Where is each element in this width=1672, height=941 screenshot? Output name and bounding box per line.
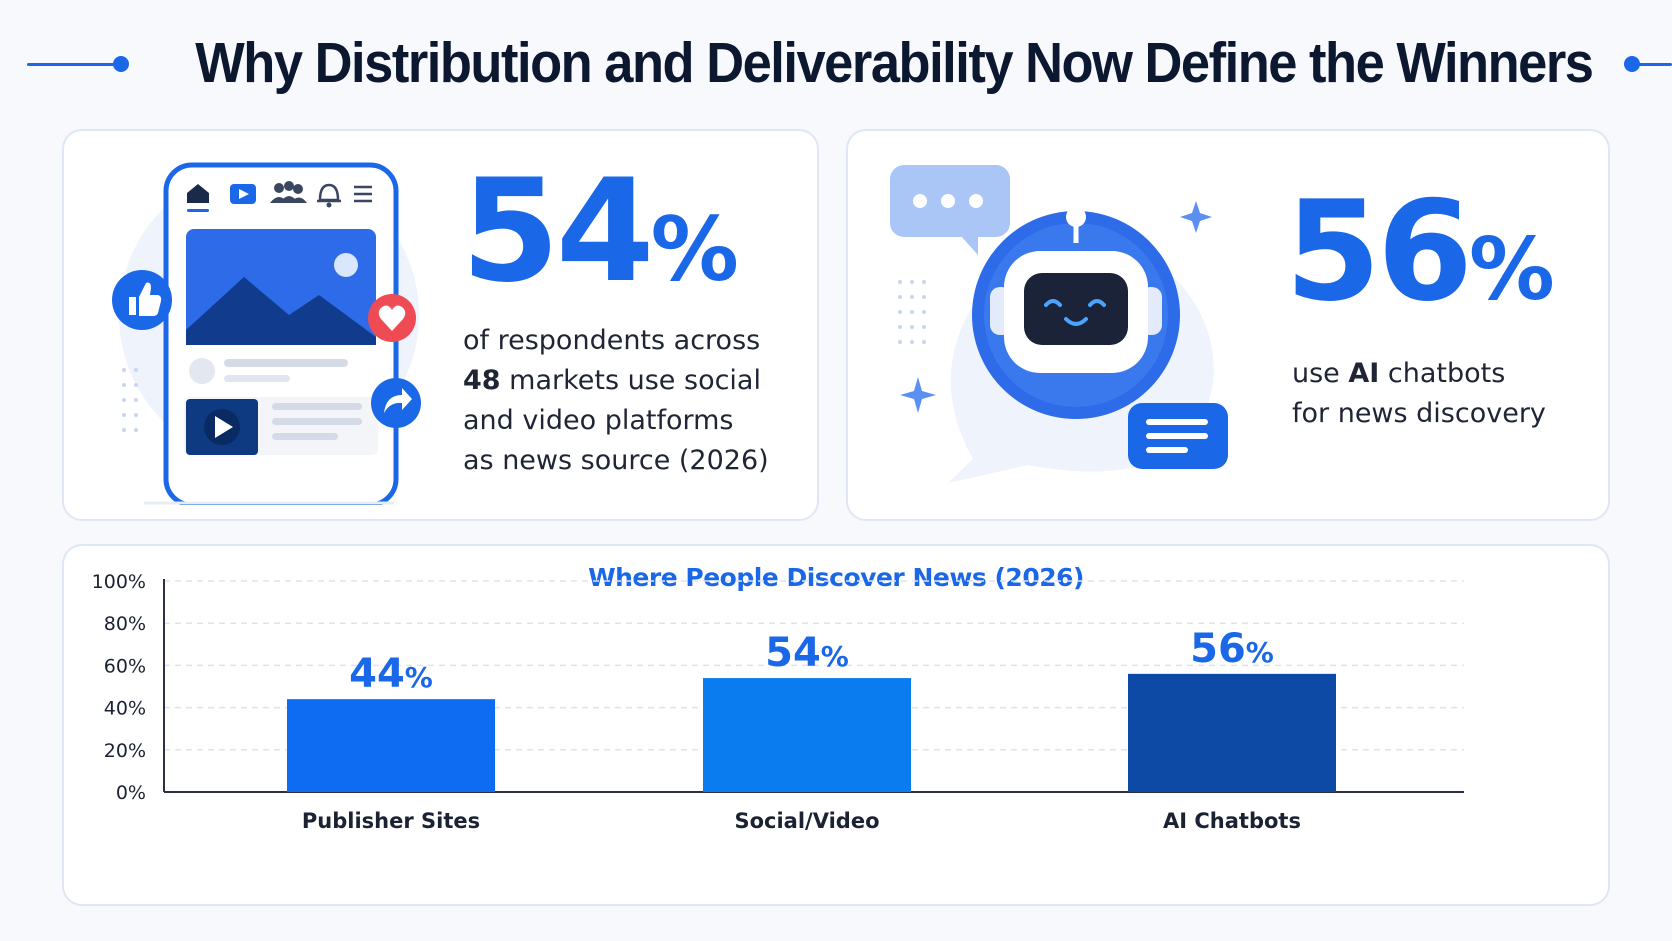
ai-stat-description: use AI chatbots for news discovery [1292,358,1546,429]
ai-stat-value: 56% [1285,171,1555,332]
bell-icon [317,183,341,208]
bar-value-label: 54% [765,630,849,676]
title-dot-left [113,56,129,72]
chart-title: Where People Discover News (2026) [588,563,1084,592]
ai-robot-illustration [890,165,1228,483]
title-row: Why Distribution and Deliverability Now … [0,22,1672,106]
bar-2 [1128,673,1336,792]
home-icon [187,184,209,203]
video-tab-icon [230,184,256,204]
social-stat-description: of respondents across 48 markets use soc… [463,325,769,476]
bar-1 [703,678,911,792]
like-icon [112,270,172,330]
social-phone-illustration [112,162,421,505]
page-title: Why Distribution and Deliverability Now … [195,31,1594,95]
title-rule-left [27,63,121,66]
play-icon [186,399,258,455]
bar-chart: 0% 20% 40% 60% 80% 100% 44% Publisher Sites 54% S… [92,571,1464,833]
menu-icon [354,185,372,203]
social-stat-card: 54% of respondents across 48 markets use… [62,129,819,521]
y-tick-label: 80% [104,613,146,635]
sparkle-icon [900,201,1212,413]
heart-icon [368,294,416,342]
people-icon [270,181,307,203]
title-rule-right [1632,63,1672,66]
social-stat-value: 54% [461,149,739,314]
bar-0 [287,699,495,792]
y-tick-label: 100% [92,571,146,593]
x-category-label: AI Chatbots [1163,809,1301,833]
bar-value-label: 56% [1190,626,1274,672]
y-tick-label: 0% [116,782,146,804]
bar-value-label: 44% [349,651,433,697]
y-tick-label: 20% [104,740,146,762]
x-category-label: Publisher Sites [302,809,480,833]
x-category-label: Social/Video [734,809,879,833]
ai-stat-card: 56% use AI chatbots for news discovery [846,129,1610,521]
y-tick-label: 60% [104,655,146,677]
chart-card: Where People Discover News (2026) 0% 20% 4… [62,544,1610,906]
image-icon [186,229,376,345]
robot-icon [972,207,1180,419]
y-tick-label: 40% [104,698,146,720]
message-icon [1128,403,1228,469]
share-icon [371,378,421,428]
chat-bubble-icon [890,165,1010,255]
